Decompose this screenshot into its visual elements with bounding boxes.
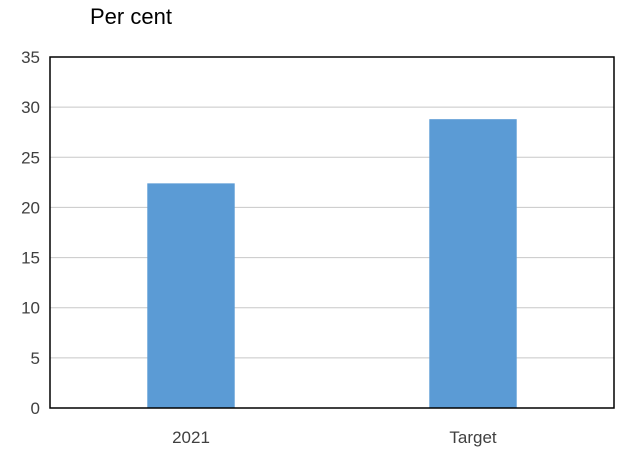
y-axis-tick-labels: 0 5 10 15 20 25 30 35 xyxy=(21,48,40,418)
bar-2021 xyxy=(147,183,235,408)
y-tick-label: 0 xyxy=(31,399,40,418)
x-tick-label: 2021 xyxy=(172,428,210,447)
y-tick-label: 5 xyxy=(31,349,40,368)
y-tick-label: 25 xyxy=(21,148,40,167)
bar-target xyxy=(429,119,517,409)
y-tick-label: 15 xyxy=(21,249,40,268)
y-tick-label: 10 xyxy=(21,299,40,318)
y-tick-label: 20 xyxy=(21,198,40,217)
bars xyxy=(147,119,517,409)
x-tick-label: Target xyxy=(449,428,497,447)
x-axis-tick-labels: 2021 Target xyxy=(172,428,497,447)
plot-frame xyxy=(49,56,615,409)
y-unit-label: Per cent xyxy=(90,4,172,29)
y-tick-label: 35 xyxy=(21,48,40,67)
y-tick-label: 30 xyxy=(21,98,40,117)
gridlines xyxy=(50,106,614,359)
